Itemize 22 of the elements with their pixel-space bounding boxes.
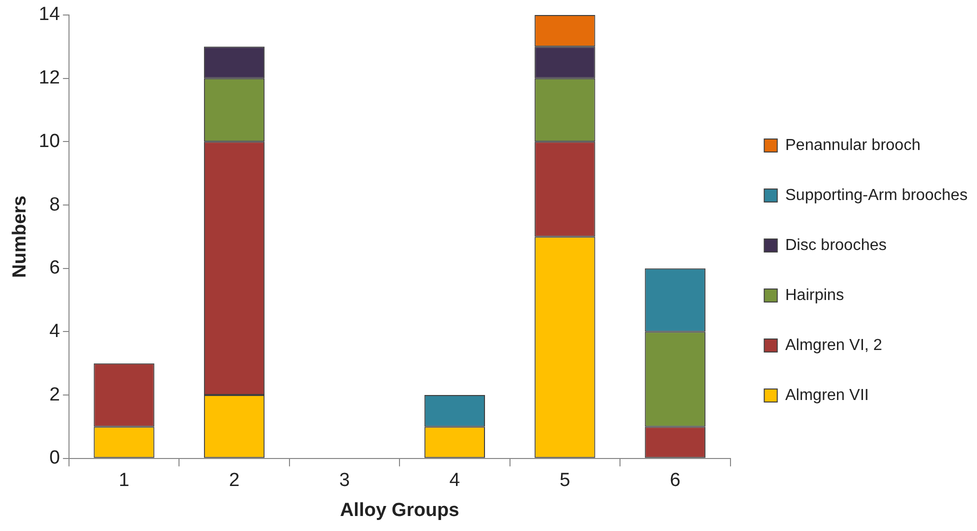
y-tick-label: 0 <box>49 448 60 469</box>
y-tick-label: 14 <box>38 4 60 26</box>
x-tick-label: 5 <box>560 470 570 492</box>
legend-label: Supporting-Arm brooches <box>785 186 968 204</box>
x-axis-title: Alloy Groups <box>340 500 460 521</box>
y-tick-label: 10 <box>38 130 60 152</box>
y-axis-title: Numbers <box>10 196 31 278</box>
legend-label: Penannular brooch <box>785 136 920 154</box>
x-tick-label: 1 <box>118 470 130 492</box>
y-tick-label: 6 <box>49 258 60 279</box>
y-tick-label: 12 <box>38 68 60 89</box>
x-tick-label: 2 <box>228 470 240 492</box>
legend-label: Almgren VII <box>785 386 869 404</box>
legend-label: Disc brooches <box>785 236 887 254</box>
x-tick-label: 6 <box>670 470 680 492</box>
legend-label: Almgren VI, 2 <box>785 336 882 354</box>
y-tick-label: 4 <box>49 320 60 342</box>
y-tick-label: 8 <box>49 194 60 216</box>
x-tick-label: 3 <box>339 470 350 492</box>
y-tick-label: 2 <box>49 384 60 406</box>
x-tick-label: 4 <box>449 470 460 492</box>
legend-label: Hairpins <box>785 286 844 304</box>
